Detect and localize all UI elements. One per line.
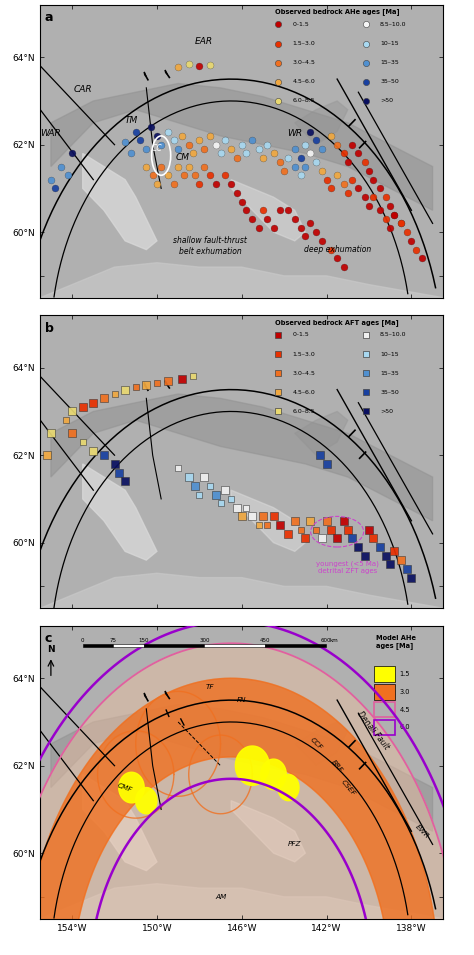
Text: 0: 0 xyxy=(81,638,84,643)
Text: WAR: WAR xyxy=(40,129,61,138)
Polygon shape xyxy=(295,101,348,144)
Polygon shape xyxy=(261,759,286,790)
Polygon shape xyxy=(40,573,443,608)
Text: b: b xyxy=(45,322,54,335)
Text: youngest (<5 Ma)
detrital ZFT ages: youngest (<5 Ma) detrital ZFT ages xyxy=(316,561,379,574)
Text: 300: 300 xyxy=(199,638,210,643)
Text: EWR: EWR xyxy=(414,823,430,839)
Text: CSEF: CSEF xyxy=(339,778,356,796)
Text: CCF: CCF xyxy=(309,736,323,751)
Text: PFZ: PFZ xyxy=(288,841,301,847)
Bar xyxy=(144,644,204,647)
Text: N: N xyxy=(47,646,55,654)
Polygon shape xyxy=(40,263,443,298)
Polygon shape xyxy=(51,705,433,831)
Polygon shape xyxy=(23,678,436,955)
Polygon shape xyxy=(51,394,433,520)
Text: 450: 450 xyxy=(260,638,271,643)
Polygon shape xyxy=(295,722,348,766)
Bar xyxy=(113,644,144,647)
Text: TM: TM xyxy=(125,116,138,125)
Polygon shape xyxy=(82,775,157,871)
Polygon shape xyxy=(51,83,433,210)
Text: EAR: EAR xyxy=(194,37,213,46)
Text: Denali Fault: Denali Fault xyxy=(356,710,391,752)
Text: AM: AM xyxy=(215,894,226,900)
Polygon shape xyxy=(136,788,157,814)
Text: 600: 600 xyxy=(321,638,331,643)
Bar xyxy=(265,644,326,647)
Text: deep exhumation: deep exhumation xyxy=(303,245,371,254)
Text: BRF: BRF xyxy=(330,758,344,773)
Text: a: a xyxy=(45,11,53,24)
Bar xyxy=(204,644,265,647)
Bar xyxy=(82,644,113,647)
Text: CAR: CAR xyxy=(73,85,92,95)
Text: CC: CC xyxy=(152,144,162,153)
Text: 75: 75 xyxy=(109,638,117,643)
Text: shallow fault-thrust
belt exhumation: shallow fault-thrust belt exhumation xyxy=(173,237,247,256)
Polygon shape xyxy=(119,773,144,803)
Text: FN: FN xyxy=(237,697,246,703)
Polygon shape xyxy=(82,464,157,561)
Text: km: km xyxy=(329,638,338,643)
Polygon shape xyxy=(278,775,299,800)
Polygon shape xyxy=(236,746,269,785)
Text: CM: CM xyxy=(175,153,190,162)
Polygon shape xyxy=(82,154,157,249)
Polygon shape xyxy=(231,800,305,861)
Polygon shape xyxy=(295,412,348,456)
Text: TF: TF xyxy=(206,684,214,690)
Polygon shape xyxy=(40,883,443,919)
Polygon shape xyxy=(23,678,436,955)
Text: WR: WR xyxy=(287,129,302,138)
Polygon shape xyxy=(2,644,457,955)
Polygon shape xyxy=(231,180,305,241)
Text: c: c xyxy=(45,632,52,646)
Polygon shape xyxy=(231,490,305,551)
Text: 150: 150 xyxy=(138,638,149,643)
Text: CMF: CMF xyxy=(117,782,133,793)
